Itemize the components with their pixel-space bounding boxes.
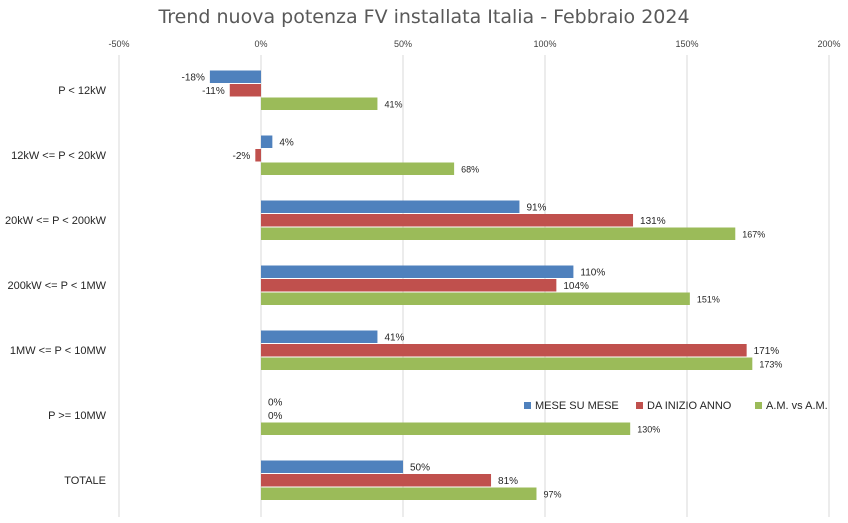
data-label: 4% (279, 137, 294, 148)
data-label: 151% (697, 294, 720, 304)
data-label: 104% (563, 281, 589, 292)
data-label: 173% (759, 359, 782, 369)
x-tick-label: 0% (254, 39, 267, 49)
bar (255, 149, 261, 162)
bar (261, 460, 403, 473)
bar (261, 200, 520, 213)
data-label: -2% (233, 151, 251, 162)
bar (261, 344, 747, 357)
legend: MESE SU MESE DA INIZIO ANNO A.M. vs A.M. (524, 400, 828, 412)
data-label: 131% (640, 216, 666, 227)
data-label: 91% (526, 202, 546, 213)
legend-label: MESE SU MESE (535, 400, 619, 412)
data-label: 0% (268, 397, 283, 408)
category-labels: P < 12kW 12kW <= P < 20kW 20kW <= P < 200k… (5, 85, 107, 487)
data-label: 50% (410, 462, 430, 473)
bar (261, 279, 557, 292)
legend-swatch (755, 402, 762, 409)
x-tick-label: -50% (108, 39, 129, 49)
legend-swatch (524, 402, 531, 409)
bar (261, 474, 492, 487)
data-labels: -18% -11% 41% 4% -2% 68% 91% 131% 167% 110% 104% 15… (182, 72, 783, 499)
bar (229, 84, 261, 97)
x-tick-label: 150% (675, 39, 698, 49)
category-label: 1MW <= P < 10MW (10, 345, 107, 357)
bar (261, 227, 736, 240)
data-label: 81% (498, 476, 518, 487)
data-label: 130% (637, 424, 660, 434)
chart-title: Trend nuova potenza FV installata Italia… (158, 6, 690, 28)
bar (261, 357, 753, 370)
data-label: 97% (543, 489, 561, 499)
bar (261, 265, 574, 278)
legend-label: A.M. vs A.M. (766, 400, 828, 412)
bars (209, 70, 753, 500)
data-label: 110% (580, 267, 605, 278)
bar (261, 97, 378, 110)
x-tick-label: 50% (394, 39, 412, 49)
data-label: 68% (461, 164, 479, 174)
x-axis-ticks: -50% 0% 50% 100% 150% 200% (108, 39, 840, 49)
data-label: 41% (384, 99, 402, 109)
x-tick-label: 100% (533, 39, 556, 49)
data-label: 167% (742, 229, 765, 239)
category-label: TOTALE (64, 475, 106, 487)
category-label: 200kW <= P < 1MW (7, 280, 106, 292)
bar (261, 292, 690, 305)
x-tick-label: 200% (817, 39, 840, 49)
category-label: P < 12kW (58, 85, 106, 97)
bar (209, 70, 261, 83)
category-label: 12kW <= P < 20kW (11, 150, 106, 162)
bar (261, 487, 537, 500)
bar (261, 330, 378, 343)
bar (261, 135, 273, 148)
bar (261, 214, 634, 227)
legend-label: DA INIZIO ANNO (647, 400, 732, 412)
data-label: 0% (268, 411, 283, 422)
category-label: 20kW <= P < 200kW (5, 215, 107, 227)
data-label: 41% (384, 332, 404, 343)
category-label: P >= 10MW (48, 410, 106, 422)
legend-swatch (636, 402, 643, 409)
bar (261, 422, 631, 435)
data-label: 171% (754, 346, 780, 357)
data-label: -11% (202, 86, 225, 97)
bar (261, 162, 455, 175)
data-label: -18% (182, 72, 205, 83)
